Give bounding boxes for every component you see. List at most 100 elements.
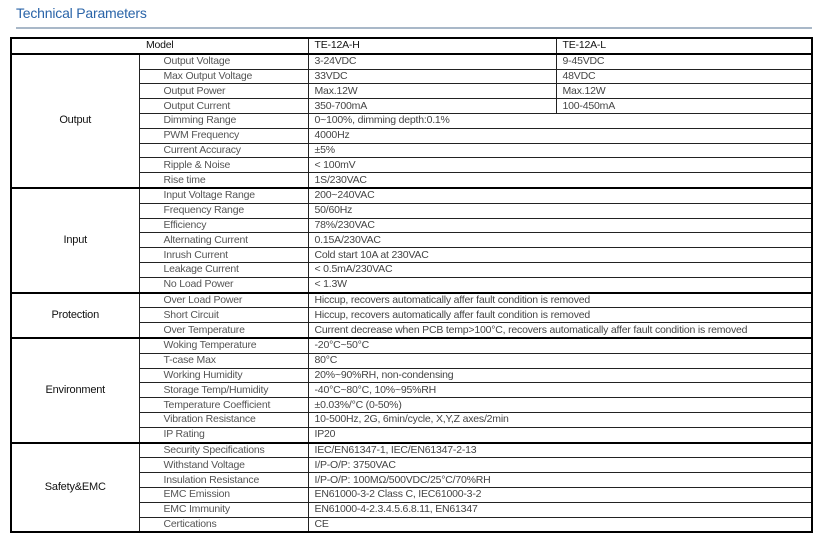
param-name: Efficiency	[138, 217, 309, 234]
model-header: Model	[10, 37, 309, 55]
param-value-l: 100-450mA	[555, 98, 813, 114]
param-value-h: 33VDC	[307, 68, 557, 85]
table-row: No Load Power < 1.3W	[11, 276, 813, 294]
param-name: Alternating Current	[138, 232, 309, 249]
title-divider	[16, 27, 812, 29]
param-name: Certications	[138, 516, 309, 533]
param-value-h: 3-24VDC	[307, 52, 557, 70]
param-value: -40°C~80°C, 10%~95%RH	[307, 382, 813, 399]
param-value: IP20	[307, 426, 813, 444]
param-value: -20°C~50°C	[307, 336, 813, 354]
param-value-l: Max.12W	[555, 83, 813, 100]
param-value: 0~100%, dimming depth:0.1%	[307, 112, 813, 129]
param-value: 78%/230VAC	[307, 217, 813, 234]
group-label: Output	[10, 52, 140, 189]
table-row: Alternating Current 0.15A/230VAC	[11, 232, 813, 249]
param-name: Insulation Resistance	[138, 472, 309, 488]
param-value-h: Max.12W	[307, 83, 557, 100]
table-row: Working Humidity 20%~90%RH, non-condensin…	[11, 367, 813, 384]
param-name: Max Output Voltage	[138, 68, 309, 85]
param-name: Over Load Power	[138, 291, 309, 309]
param-value: 1S/230VAC	[307, 172, 813, 189]
spec-table: Model TE-12A-H TE-12A-L Output Output Vol…	[10, 37, 813, 534]
param-value: Current decrease when PCB temp>100°C, re…	[307, 322, 813, 339]
param-name: Dimming Range	[138, 112, 309, 129]
param-name: IP Rating	[138, 426, 309, 444]
table-row: Safety&EMC Security Specifications IEC/EN6…	[10, 441, 813, 533]
table-row: Leakage Current < 0.5mA/230VAC	[11, 261, 813, 278]
param-name: Over Temperature	[138, 322, 309, 339]
param-name: Leakage Current	[138, 261, 309, 278]
param-name: Current Accuracy	[138, 142, 309, 159]
table-row: Insulation Resistance I/P-O/P: 100MΩ/500V…	[11, 472, 813, 488]
param-value: < 0.5mA/230VAC	[307, 261, 813, 278]
table-row: Input Input Voltage Range 200~240VAC	[10, 186, 813, 294]
param-name: Withstand Voltage	[138, 457, 309, 474]
table-row: Vibration Resistance 10-500Hz, 2G, 6min/c…	[11, 411, 813, 428]
table-row: Max Output Voltage 33VDC 48VDC	[11, 68, 813, 85]
table-row: Dimming Range 0~100%, dimming depth:0.1%	[11, 112, 813, 129]
param-value: I/P-O/P: 100MΩ/500VDC/25°C/70%RH	[307, 472, 813, 488]
param-name: Output Current	[138, 98, 309, 114]
param-value: EN61000-3-2 Class C, IEC61000-3-2	[307, 486, 813, 503]
param-value: Hiccup, recovers automatically affer fau…	[307, 307, 813, 324]
param-value: 200~240VAC	[307, 186, 813, 204]
param-name: Input Voltage Range	[138, 186, 309, 204]
param-name: Output Voltage	[138, 52, 309, 70]
model-l-header: TE-12A-L	[555, 37, 813, 55]
param-value: 20%~90%RH, non-condensing	[307, 367, 813, 384]
param-value: ±5%	[307, 142, 813, 159]
table-row: Output Output Voltage 3-24VDC 9-45VDC	[10, 52, 813, 189]
param-value-l: 9-45VDC	[555, 52, 813, 70]
table-row: T-case Max 80°C	[11, 352, 813, 369]
param-value: 0.15A/230VAC	[307, 232, 813, 249]
header-row: Model TE-12A-H TE-12A-L	[10, 37, 813, 55]
model-h-header: TE-12A-H	[307, 37, 557, 55]
table-row: Protection Over Load Power Hiccup, recover…	[10, 291, 813, 339]
param-value-l: 48VDC	[555, 68, 813, 85]
group-label: Safety&EMC	[10, 441, 140, 533]
param-name: PWM Frequency	[138, 127, 309, 144]
group-label: Input	[10, 186, 140, 294]
param-name: Woking Temperature	[138, 336, 309, 354]
group-label: Environment	[10, 336, 140, 444]
param-name: Vibration Resistance	[138, 411, 309, 428]
param-value: EN61000-4-2.3.4.5.6.8.11, EN61347	[307, 501, 813, 518]
param-value: ±0.03%/°C (0-50%)	[307, 397, 813, 413]
param-value: 50/60Hz	[307, 202, 813, 219]
page-title: Technical Parameters	[16, 5, 147, 21]
param-value: Cold start 10A at 230VAC	[307, 247, 813, 263]
param-name: EMC Emission	[138, 486, 309, 503]
param-value: < 1.3W	[307, 276, 813, 294]
param-name: Rise time	[138, 172, 309, 189]
param-value: < 100mV	[307, 157, 813, 174]
param-name: Security Specifications	[138, 441, 309, 459]
table-row: Efficiency 78%/230VAC	[11, 217, 813, 234]
param-name: Short Circuit	[138, 307, 309, 324]
param-name: EMC Immunity	[138, 501, 309, 518]
param-value-h: 350-700mA	[307, 98, 557, 114]
table-row: Environment Woking Temperature -20°C~50°C	[10, 336, 813, 444]
param-value: I/P-O/P: 3750VAC	[307, 457, 813, 474]
param-value: Hiccup, recovers automatically affer fau…	[307, 291, 813, 309]
param-name: Ripple & Noise	[138, 157, 309, 174]
param-name: Working Humidity	[138, 367, 309, 384]
param-value: IEC/EN61347-1, IEC/EN61347-2-13	[307, 441, 813, 459]
group-label: Protection	[10, 291, 140, 339]
param-value: 80°C	[307, 352, 813, 369]
param-name: Temperature Coefficient	[138, 397, 309, 413]
table-row: Rise time 1S/230VAC	[11, 172, 813, 189]
param-name: No Load Power	[138, 276, 309, 294]
param-value: 4000Hz	[307, 127, 813, 144]
param-value: CE	[307, 516, 813, 533]
table-row: Over Temperature Current decrease when PC…	[11, 322, 813, 339]
table-row: Certications CE	[11, 516, 813, 533]
param-name: Frequency Range	[138, 202, 309, 219]
table-row: Storage Temp/Humidity -40°C~80°C, 10%~95%…	[11, 382, 813, 399]
param-name: Storage Temp/Humidity	[138, 382, 309, 399]
param-name: Output Power	[138, 83, 309, 100]
param-value: 10-500Hz, 2G, 6min/cycle, X,Y,Z axes/2mi…	[307, 411, 813, 428]
table-row: Output Current 350-700mA 100-450mA	[11, 98, 813, 114]
param-name: T-case Max	[138, 352, 309, 369]
param-name: Inrush Current	[138, 247, 309, 263]
